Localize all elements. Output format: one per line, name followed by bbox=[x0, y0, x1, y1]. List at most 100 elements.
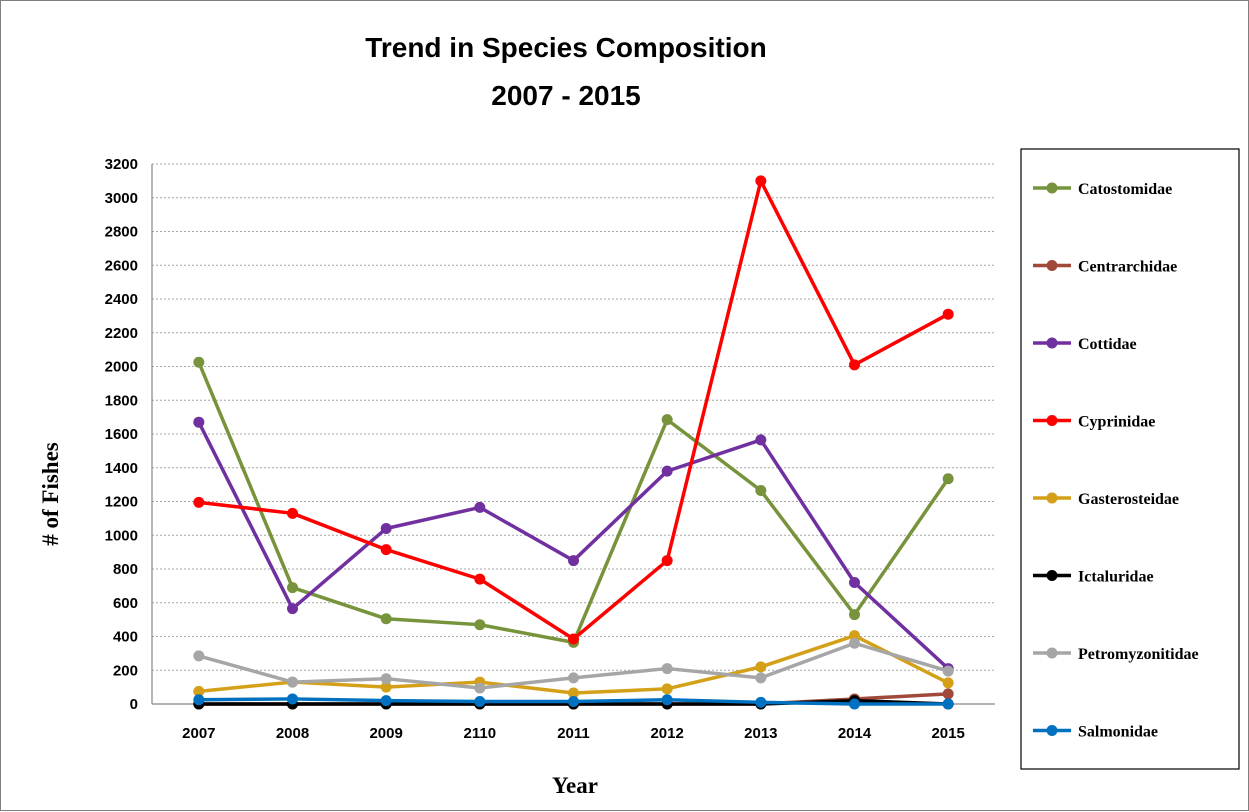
data-point bbox=[287, 507, 298, 519]
y-tick-label: 1000 bbox=[105, 527, 138, 544]
y-tick-labels: 0 200 400 600 800 1000 1200 1400 1600 1800 2000 220… bbox=[105, 156, 138, 713]
data-point bbox=[755, 485, 767, 497]
legend-swatch-marker bbox=[1046, 415, 1058, 426]
x-tick-label: 2014 bbox=[838, 725, 872, 742]
y-tick-label: 2800 bbox=[105, 224, 138, 241]
y-tick-label: 1800 bbox=[105, 392, 138, 409]
data-point bbox=[942, 677, 954, 689]
y-tick-label: 2200 bbox=[105, 325, 138, 342]
legend-label: Petromyzonitidae bbox=[1078, 646, 1199, 663]
series-salmonidae bbox=[193, 693, 954, 710]
legend-item: Cyprinidae bbox=[1033, 414, 1155, 431]
legend-box bbox=[1020, 148, 1240, 770]
data-point bbox=[661, 683, 673, 695]
data-point bbox=[661, 663, 673, 675]
data-point bbox=[849, 698, 860, 710]
data-point bbox=[942, 665, 954, 677]
data-point bbox=[755, 672, 767, 684]
legend-swatch-marker bbox=[1046, 492, 1058, 504]
data-point bbox=[193, 496, 205, 508]
data-point bbox=[849, 637, 860, 649]
data-point bbox=[849, 359, 860, 371]
y-tick-label: 1600 bbox=[105, 426, 138, 443]
legend: Catostomidae Centrarchidae Cottidae Cyprini… bbox=[1033, 181, 1199, 741]
data-point bbox=[380, 695, 392, 707]
legend-label: Centrarchidae bbox=[1078, 259, 1177, 276]
data-point bbox=[474, 682, 486, 694]
data-point bbox=[287, 676, 298, 688]
data-point bbox=[193, 416, 205, 428]
data-point bbox=[661, 465, 673, 477]
legend-label: Cottidae bbox=[1078, 336, 1137, 353]
data-point bbox=[287, 603, 298, 615]
legend-swatch-marker bbox=[1046, 725, 1058, 736]
x-tick-label: 2013 bbox=[744, 725, 777, 742]
y-tick-label: 400 bbox=[113, 629, 138, 646]
data-point bbox=[380, 681, 392, 693]
y-tick-label: 600 bbox=[113, 595, 138, 612]
series-line bbox=[197, 361, 950, 645]
x-tick-label: 2009 bbox=[369, 725, 402, 742]
y-axis-title: # of Fishes bbox=[38, 442, 63, 546]
series-line bbox=[198, 179, 949, 641]
chart-title-line-2: 2007 - 2015 bbox=[491, 80, 640, 111]
data-point bbox=[849, 609, 860, 621]
data-point bbox=[849, 630, 860, 642]
legend-label: Cyprinidae bbox=[1078, 414, 1155, 431]
legend-label: Catostomidae bbox=[1078, 181, 1172, 198]
data-point bbox=[193, 685, 205, 697]
data-point bbox=[942, 473, 954, 485]
y-tick-label: 1400 bbox=[105, 460, 138, 477]
data-point bbox=[849, 577, 860, 588]
y-tick-label: 2400 bbox=[105, 291, 138, 308]
data-point bbox=[942, 308, 954, 320]
data-point bbox=[568, 633, 579, 645]
data-point bbox=[474, 573, 486, 585]
data-point bbox=[755, 661, 767, 673]
legend-item: Salmonidae bbox=[1033, 724, 1158, 741]
data-point bbox=[661, 694, 673, 706]
data-point bbox=[287, 582, 298, 594]
series-petromyzonitidae bbox=[193, 637, 954, 694]
legend-item: Ictaluridae bbox=[1033, 569, 1154, 586]
series-cyprinidae bbox=[193, 175, 954, 645]
data-point bbox=[755, 696, 767, 708]
data-point bbox=[380, 673, 392, 685]
y-tick-label: 1200 bbox=[105, 494, 138, 511]
legend-item: Gasterosteidae bbox=[1033, 491, 1179, 508]
x-tick-label: 2011 bbox=[557, 725, 590, 742]
data-point bbox=[193, 694, 205, 706]
data-point bbox=[755, 434, 767, 446]
x-tick-label: 2008 bbox=[276, 725, 309, 742]
data-point bbox=[661, 414, 673, 426]
x-tick-label: 2007 bbox=[182, 725, 215, 742]
data-point bbox=[568, 695, 579, 707]
y-tick-label: 0 bbox=[130, 696, 138, 713]
data-point bbox=[661, 555, 673, 567]
legend-item: Centrarchidae bbox=[1033, 259, 1177, 276]
legend-label: Salmonidae bbox=[1078, 724, 1158, 741]
legend-item: Cottidae bbox=[1033, 336, 1137, 353]
chart-title-line-1: Trend in Species Composition bbox=[365, 32, 766, 63]
legend-label: Gasterosteidae bbox=[1078, 491, 1179, 508]
data-point bbox=[193, 650, 205, 662]
y-tick-label: 3200 bbox=[105, 156, 138, 173]
y-tick-label: 800 bbox=[113, 561, 138, 578]
x-tick-label: 2110 bbox=[464, 725, 497, 742]
legend-swatch-marker bbox=[1046, 182, 1058, 194]
y-tick-label: 2000 bbox=[105, 359, 138, 376]
legend-swatch-marker bbox=[1046, 337, 1058, 349]
legend-swatch-marker bbox=[1046, 570, 1058, 581]
series-lines bbox=[193, 175, 954, 710]
data-point bbox=[193, 356, 205, 368]
data-point bbox=[380, 523, 392, 534]
y-tick-label: 3000 bbox=[105, 190, 138, 207]
legend-item: Petromyzonitidae bbox=[1033, 646, 1199, 663]
data-point bbox=[755, 175, 767, 187]
data-point bbox=[287, 693, 298, 705]
data-point bbox=[380, 613, 392, 625]
data-point bbox=[568, 672, 579, 684]
data-point bbox=[474, 695, 486, 707]
